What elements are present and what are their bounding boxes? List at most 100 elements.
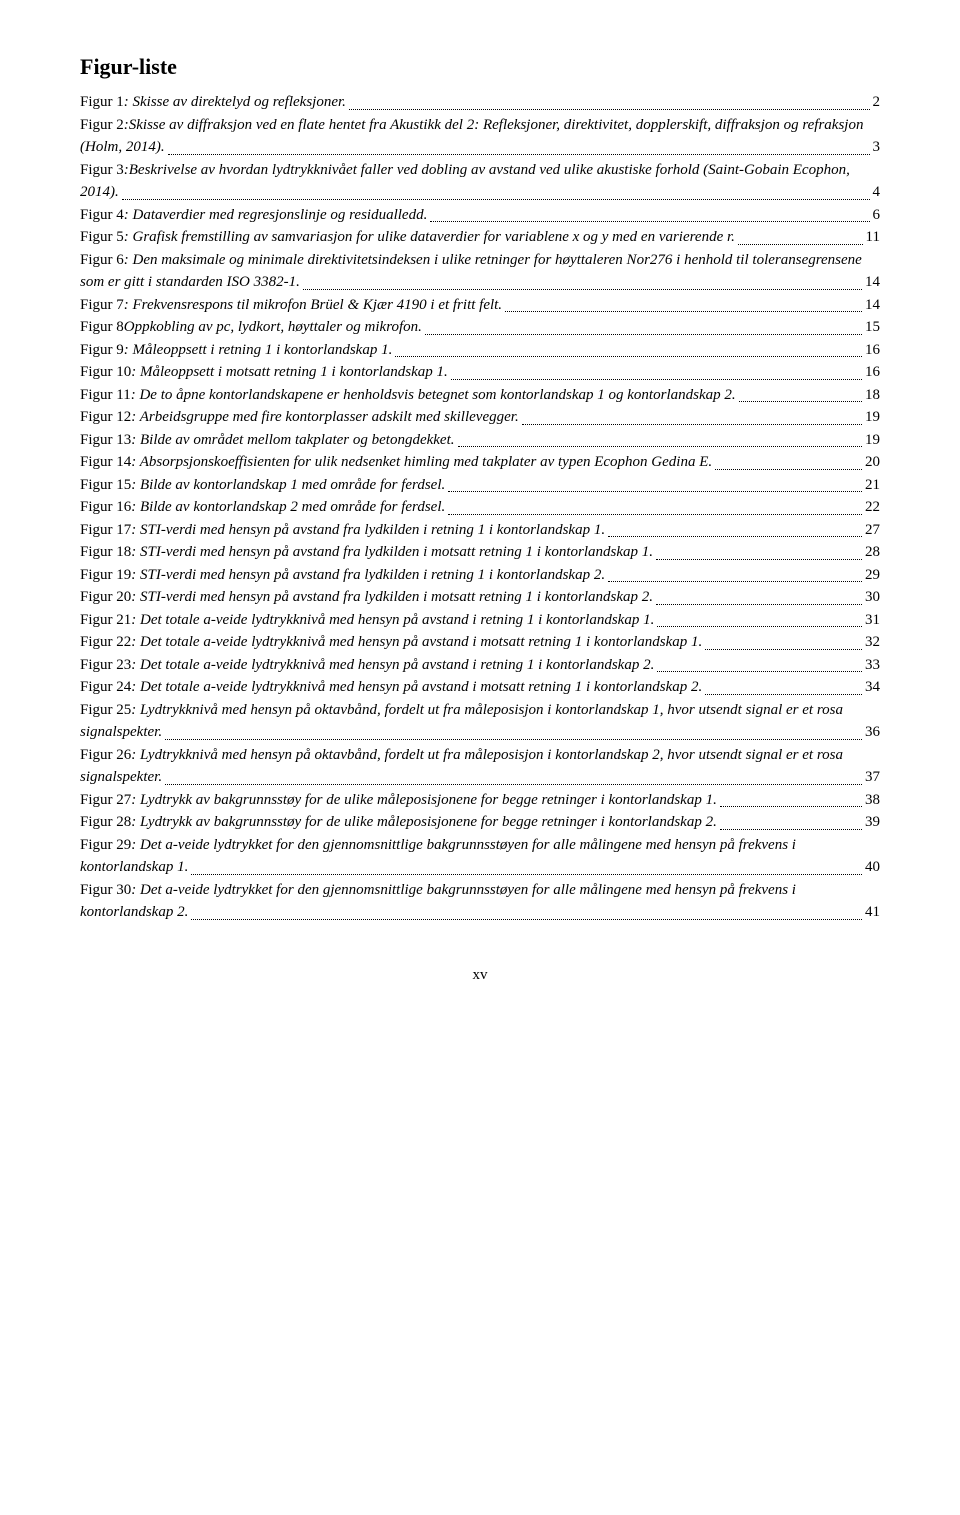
toc-entry-label: Figur 30 — [80, 882, 131, 898]
toc-entry-page: 14 — [865, 271, 880, 294]
toc-entry-desc: : Lydtrykk av bakgrunnsstøy for de ulike… — [131, 811, 717, 834]
toc-entry: Figur 23: Det totale a-veide lydtrykkniv… — [80, 654, 880, 677]
toc-entry: Figur 16: Bilde av kontorlandskap 2 med … — [80, 496, 880, 519]
toc-entry-desc: :Skisse av diffraksjon ved en flate hent… — [124, 117, 864, 133]
toc-entry-label: Figur 1 — [80, 91, 124, 114]
toc-leader-dots — [739, 401, 862, 402]
toc-leader-dots — [656, 559, 862, 560]
toc-entry-label: Figur 7 — [80, 294, 124, 317]
toc-entry-page: 3 — [873, 136, 881, 159]
toc-entry-page: 4 — [873, 181, 881, 204]
toc-entry: Figur 18: STI-verdi med hensyn på avstan… — [80, 541, 880, 564]
toc-entry-label: Figur 5 — [80, 226, 124, 249]
toc-entry-desc: : Bilde av kontorlandskap 1 med område f… — [131, 474, 445, 497]
toc-entry-label: Figur 11 — [80, 384, 131, 407]
toc-entry-page: 40 — [865, 856, 880, 879]
toc-entry: Figur 21: Det totale a-veide lydtrykkniv… — [80, 609, 880, 632]
toc-entry: Figur 14: Absorpsjonskoeffisienten for u… — [80, 451, 880, 474]
toc-leader-dots — [656, 604, 862, 605]
toc-entry-label: Figur 27 — [80, 789, 131, 812]
toc-entry: Figur 1: Skisse av direktelyd og refleks… — [80, 91, 880, 114]
toc-entry-page: 31 — [865, 609, 880, 632]
toc-entry-label: Figur 26 — [80, 747, 131, 763]
toc-entry-page: 41 — [865, 901, 880, 924]
toc-entry-label: Figur 2 — [80, 117, 124, 133]
page-title: Figur-liste — [80, 50, 880, 83]
toc-entry: Figur 24: Det totale a-veide lydtrykkniv… — [80, 676, 880, 699]
toc-entry-page: 21 — [865, 474, 880, 497]
toc-entry-label: Figur 23 — [80, 654, 131, 677]
toc-entry: Figur 9: Måleoppsett i retning 1 i konto… — [80, 339, 880, 362]
toc-entry-page: 16 — [865, 361, 880, 384]
toc-entry: Figur 28: Lydtrykk av bakgrunnsstøy for … — [80, 811, 880, 834]
toc-entry-desc: : Bilde av området mellom takplater og b… — [131, 429, 454, 452]
toc-entry-desc: som er gitt i standarden ISO 3382-1. — [80, 271, 300, 294]
toc-entry-page: 39 — [865, 811, 880, 834]
toc-entry: Figur 8 Oppkobling av pc, lydkort, høytt… — [80, 316, 880, 339]
toc-entry-page: 14 — [865, 294, 880, 317]
toc-entry: Figur 30: Det a-veide lydtrykket for den… — [80, 879, 880, 924]
toc-entry-page: 32 — [865, 631, 880, 654]
toc-entry-label: Figur 21 — [80, 609, 131, 632]
toc-entry-label: Figur 15 — [80, 474, 131, 497]
toc-entry-page: 18 — [865, 384, 880, 407]
toc-entry-page: 30 — [865, 586, 880, 609]
toc-entry-label: Figur 4 — [80, 204, 124, 227]
toc-leader-dots — [165, 739, 862, 740]
toc-entry-page: 6 — [873, 204, 881, 227]
toc-entry-page: 38 — [865, 789, 880, 812]
toc-leader-dots — [430, 221, 869, 222]
toc-entry-label: Figur 12 — [80, 406, 131, 429]
toc-leader-dots — [395, 356, 862, 357]
toc-entry-desc: signalspekter. — [80, 721, 162, 744]
toc-leader-dots — [657, 626, 862, 627]
toc-entry-desc: signalspekter. — [80, 766, 162, 789]
toc-entry-label: Figur 24 — [80, 676, 131, 699]
toc-entry-page: 15 — [865, 316, 880, 339]
toc-entry-desc: kontorlandskap 2. — [80, 901, 188, 924]
toc-leader-dots — [425, 334, 862, 335]
toc-entry-page: 16 — [865, 339, 880, 362]
toc-entry: Figur 17: STI-verdi med hensyn på avstan… — [80, 519, 880, 542]
toc-leader-dots — [738, 244, 863, 245]
toc-entry-label: Figur 16 — [80, 496, 131, 519]
toc-entry-label: Figur 14 — [80, 451, 131, 474]
toc-leader-dots — [522, 424, 862, 425]
toc-entry-desc: : Måleoppsett i retning 1 i kontorlandsk… — [124, 339, 393, 362]
toc-leader-dots — [505, 311, 862, 312]
toc-entry-label: Figur 20 — [80, 586, 131, 609]
toc-entry: Figur 6: Den maksimale og minimale direk… — [80, 249, 880, 294]
toc-entry: Figur 2:Skisse av diffraksjon ved en fla… — [80, 114, 880, 159]
toc-entry-label: Figur 9 — [80, 339, 124, 362]
toc-entry-label: Figur 19 — [80, 564, 131, 587]
page-number: xv — [80, 964, 880, 987]
toc-entry: Figur 27: Lydtrykk av bakgrunnsstøy for … — [80, 789, 880, 812]
toc-entry: Figur 5: Grafisk fremstilling av samvari… — [80, 226, 880, 249]
toc-entry-desc: : Det totale a-veide lydtrykknivå med he… — [131, 631, 702, 654]
toc-entry-desc: : Lydtrykk av bakgrunnsstøy for de ulike… — [131, 789, 717, 812]
toc-leader-dots — [608, 536, 862, 537]
toc-entry-desc: : Lydtrykknivå med hensyn på oktavbånd, … — [131, 702, 843, 718]
toc-entry: Figur 4: Dataverdier med regresjonslinje… — [80, 204, 880, 227]
toc-entry: Figur 12: Arbeidsgruppe med fire kontorp… — [80, 406, 880, 429]
toc-entry-desc: (Holm, 2014). — [80, 136, 165, 159]
toc-entry-label: Figur 10 — [80, 361, 131, 384]
toc-entry: Figur 11: De to åpne kontorlandskapene e… — [80, 384, 880, 407]
toc-entry-page: 33 — [865, 654, 880, 677]
toc-entry: Figur 20: STI-verdi med hensyn på avstan… — [80, 586, 880, 609]
toc-entry-label: Figur 8 — [80, 316, 124, 339]
toc-entry: Figur 3:Beskrivelse av hvordan lydtrykkn… — [80, 159, 880, 204]
toc-leader-dots — [705, 694, 862, 695]
toc-entry-desc: kontorlandskap 1. — [80, 856, 188, 879]
toc-entry-desc: : Dataverdier med regresjonslinje og res… — [124, 204, 428, 227]
toc-entry-label: Figur 25 — [80, 702, 131, 718]
toc-entry-desc: : De to åpne kontorlandskapene er henhol… — [131, 384, 736, 407]
toc-entry-desc: : Det totale a-veide lydtrykknivå med he… — [131, 676, 702, 699]
toc-leader-dots — [303, 289, 862, 290]
toc-leader-dots — [448, 514, 862, 515]
toc-entry-label: Figur 17 — [80, 519, 131, 542]
toc-entry-label: Figur 3 — [80, 162, 124, 178]
toc-entry-desc: 2014). — [80, 181, 119, 204]
toc-leader-dots — [448, 491, 862, 492]
toc-entry-page: 27 — [865, 519, 880, 542]
